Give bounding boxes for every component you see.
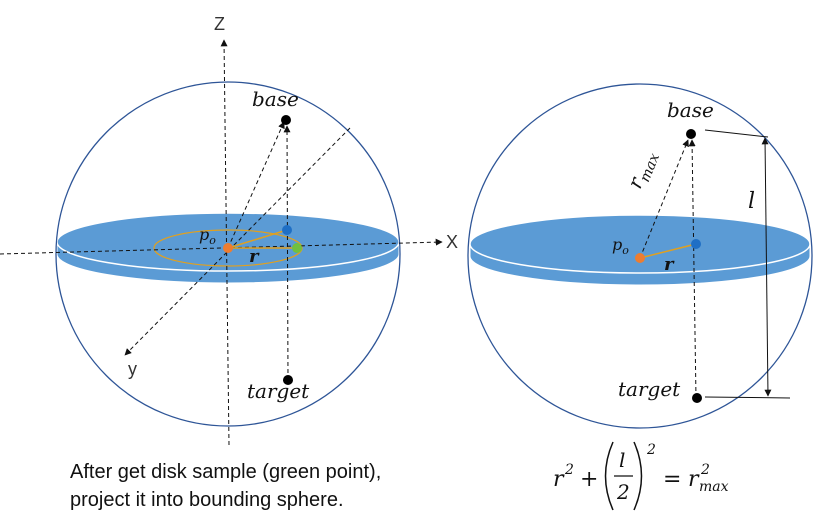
left-target-to-base: [283, 125, 291, 381]
right-target-point: [692, 393, 702, 403]
left-radius-to-disk-point: [227, 229, 288, 249]
right-rmax-arrow: [639, 139, 689, 259]
left-origin-point: [223, 243, 233, 253]
y-axis-label: y: [128, 359, 137, 379]
right-rmax-label: rmax: [622, 147, 663, 194]
left-disk-point: [282, 225, 292, 235]
caption-line-2: project it into bounding sphere.: [70, 489, 344, 511]
right-disk-point: [691, 239, 701, 249]
left-radius-label: r: [249, 246, 260, 267]
y-axis: [124, 127, 351, 356]
caption-line-1: After get disk sample (green point),: [70, 461, 382, 483]
eq-r-exp: 2: [564, 462, 574, 478]
left-origin-label-p: p: [199, 225, 209, 244]
right-l-dimension: [761, 137, 772, 397]
left-target-point: [283, 375, 293, 385]
eq-rhs-sup: 2: [700, 462, 710, 478]
x-axis: [0, 238, 443, 255]
eq-rhs: r: [688, 467, 700, 492]
right-radius-line: [639, 243, 697, 259]
right-origin-label-sub: o: [622, 244, 629, 257]
left-figure: Z X y base target po r: [0, 14, 458, 446]
eq-left-paren: [604, 441, 614, 511]
eq-r: r: [553, 467, 565, 492]
left-target-label: target: [247, 379, 310, 403]
eq-frac-num: l: [619, 448, 625, 472]
eq-right-paren: [633, 441, 643, 511]
right-l-label: l: [748, 189, 755, 214]
eq-equals: =: [663, 467, 681, 492]
left-base-point: [281, 115, 291, 125]
right-radius-label: r: [664, 254, 675, 275]
right-origin-point: [635, 253, 645, 263]
right-l-top-tick: [704, 129, 769, 138]
z-axis: [220, 39, 230, 446]
right-disk: [469, 214, 811, 274]
equation: r 2 + l 2 2 = r 2 max: [553, 441, 729, 511]
right-figure: base target po r rmax l: [467, 83, 813, 429]
left-base-label: base: [252, 87, 299, 111]
right-l-bottom-tick: [704, 396, 791, 399]
right-rmax-label-sub: max: [637, 151, 663, 184]
right-base-label: base: [667, 98, 714, 122]
left-origin-label: po: [199, 225, 216, 247]
z-axis-label: Z: [214, 14, 225, 34]
right-bounding-sphere: [467, 83, 813, 429]
left-sample-point: [292, 243, 302, 253]
left-disk: [56, 212, 400, 272]
x-axis-label: X: [446, 232, 458, 252]
right-target-to-base: [688, 139, 697, 399]
right-base-point: [686, 129, 696, 139]
eq-plus: +: [580, 467, 598, 492]
right-origin-label: po: [612, 235, 629, 257]
eq-frac-den: 2: [616, 480, 630, 504]
left-origin-label-sub: o: [209, 234, 216, 247]
caption: After get disk sample (green point), pro…: [70, 458, 381, 514]
eq-paren-exp: 2: [646, 442, 656, 458]
left-origin-to-base: [227, 121, 285, 249]
right-origin-label-p: p: [612, 235, 622, 254]
left-bounding-sphere: [55, 81, 401, 427]
eq-rhs-sub: max: [699, 479, 729, 495]
right-target-label: target: [618, 377, 681, 401]
